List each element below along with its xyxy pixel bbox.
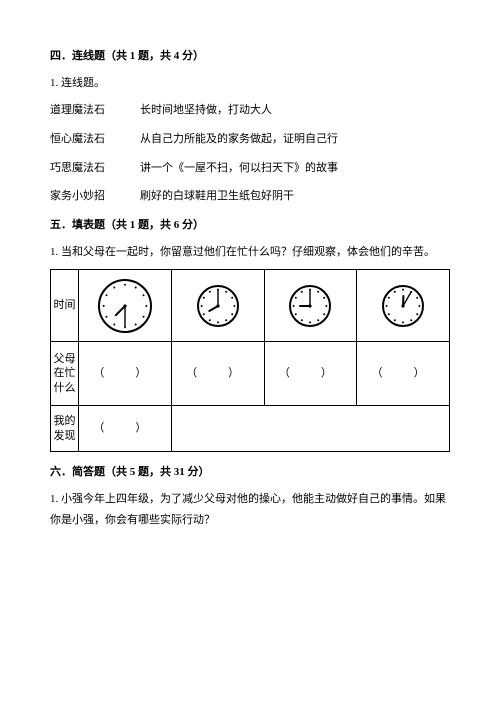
blank-cell[interactable]: （ ） [171,342,264,406]
match-row: 道理魔法石 长时间地坚持做，打动大人 [50,100,450,121]
section5-heading: 五．填表题（共 1 题，共 6 分） [50,215,450,236]
match-right: 刷好的白球鞋用卫生纸包好阴干 [140,186,450,207]
section6-heading: 六．简答题（共 5 题，共 31 分） [50,462,450,483]
section4-heading: 四．连线题（共 1 题，共 4 分） [50,46,450,67]
match-right: 讲一个《一屋不扫，何以扫天下》的故事 [140,158,450,179]
blank-cell[interactable]: （ ） [79,406,172,452]
row-label-time: 时间 [51,270,79,342]
match-row: 恒心魔法石 从自己力所能及的家务做起，证明自己行 [50,129,450,150]
clock-cell [79,270,172,342]
clock-cell [264,270,357,342]
clock-1 [176,274,260,337]
blank-cell[interactable]: （ ） [357,342,450,406]
table-row: 时间 [51,270,450,342]
row-label-find: 我的发现 [51,406,79,452]
section5-q1-text: 1. 当和父母在一起时，你留意过他们在忙什么吗？仔细观察，体会他们的辛苦。 [50,242,450,263]
clock-icon [95,276,155,336]
clock-icon [286,282,334,330]
clock-icon [194,282,242,330]
match-right: 长时间地坚持做，打动大人 [140,100,450,121]
clock-0 [83,274,167,337]
match-left: 恒心魔法石 [50,129,140,150]
clock-icon [379,282,427,330]
match-left: 巧思魔法石 [50,158,140,179]
match-row: 巧思魔法石 讲一个《一屋不扫，何以扫天下》的故事 [50,158,450,179]
blank-cell[interactable]: （ ） [79,342,172,406]
clock-cell [357,270,450,342]
table-row: 父母在忙什么 （ ） （ ） （ ） （ ） [51,342,450,406]
table-row: 我的发现 （ ） [51,406,450,452]
blank-cell[interactable]: （ ） [264,342,357,406]
match-left: 家务小妙招 [50,186,140,207]
observation-table: 时间 父母在忙什么 （ ） （ ） （ ） （ ） 我的发现 [50,269,450,452]
blank-cell-wide[interactable] [171,406,449,452]
match-right: 从自己力所能及的家务做起，证明自己行 [140,129,450,150]
clock-cell [171,270,264,342]
row-label-busy: 父母在忙什么 [51,342,79,406]
clock-2 [269,274,353,337]
section6-q1-text: 1. 小强今年上四年级，为了减少父母对他的操心，他能主动做好自己的事情。如果你是… [50,489,450,531]
match-left: 道理魔法石 [50,100,140,121]
match-row: 家务小妙招 刷好的白球鞋用卫生纸包好阴干 [50,186,450,207]
clock-3 [361,274,445,337]
section4-q1-label: 1. 连线题。 [50,73,450,94]
